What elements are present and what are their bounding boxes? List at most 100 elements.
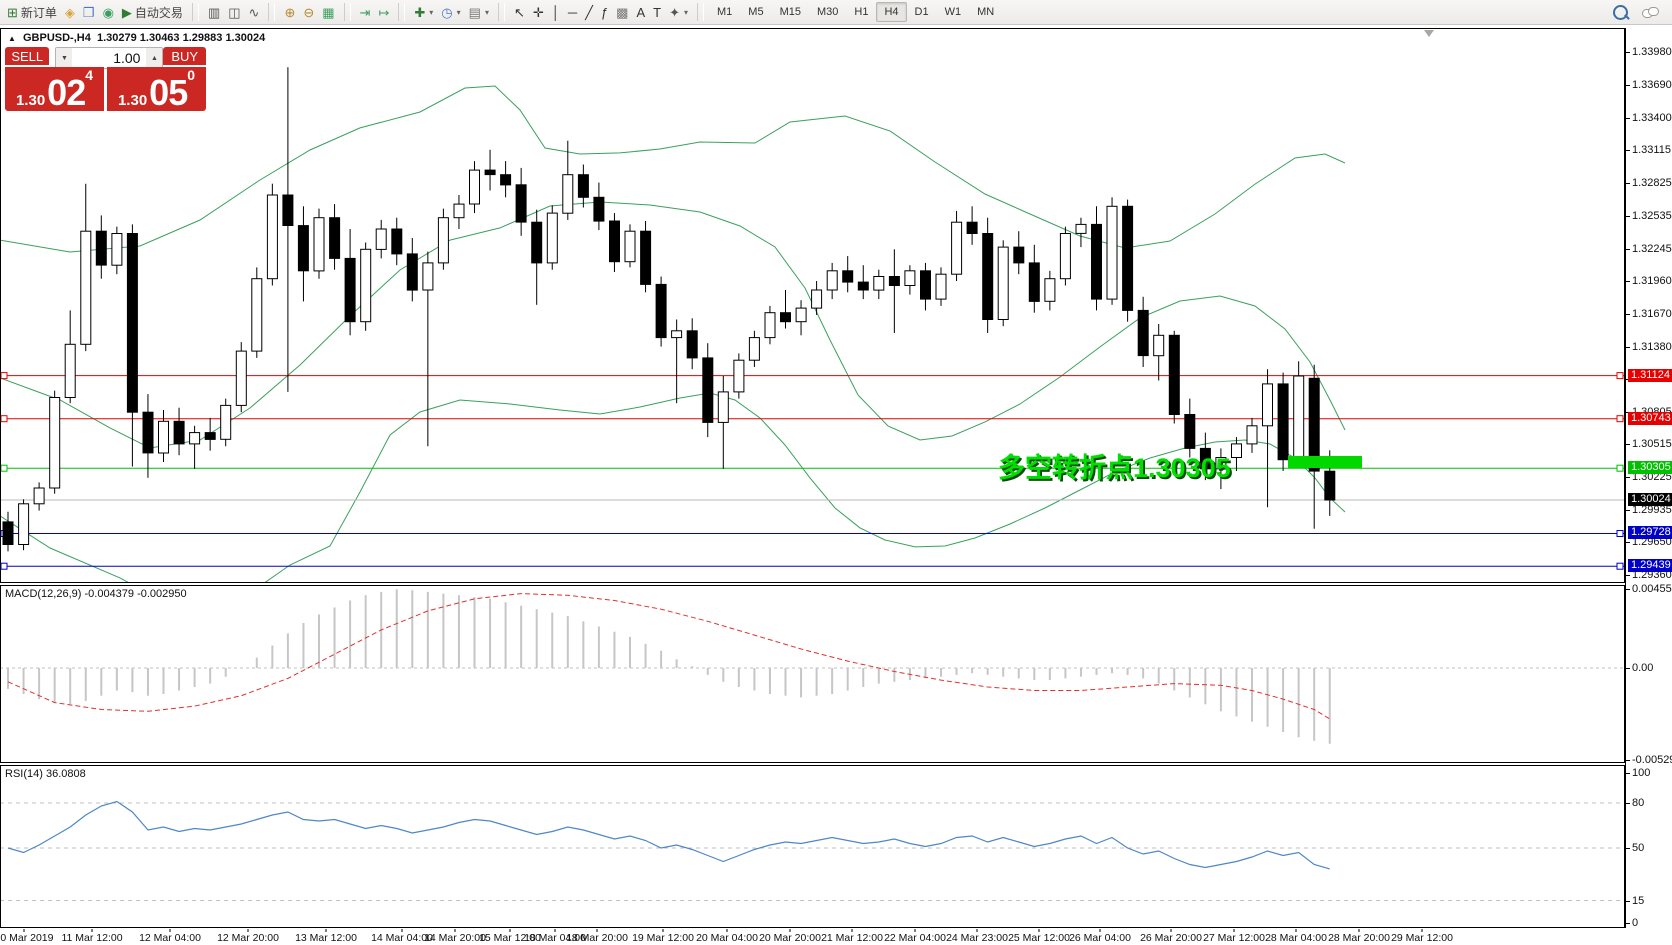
candle-body[interactable] <box>997 246 1009 321</box>
alerts-sound-icon[interactable]: ◉ <box>99 4 118 21</box>
trendline-button[interactable]: ╱ <box>581 4 597 21</box>
candle-body[interactable] <box>562 174 574 214</box>
candle-body[interactable] <box>655 283 667 339</box>
volume-decrease-button[interactable]: ▼ <box>56 48 73 68</box>
candle-body[interactable] <box>1215 457 1227 470</box>
sell-button[interactable]: SELL <box>5 47 50 67</box>
buy-button[interactable]: BUY <box>163 47 206 67</box>
candle-body[interactable] <box>1028 262 1040 302</box>
horizontal-line-button[interactable]: ─ <box>564 4 581 21</box>
candle-body[interactable] <box>624 230 636 263</box>
vertical-line-button[interactable]: │ <box>548 4 564 21</box>
candle-body[interactable] <box>1324 470 1336 501</box>
candle-body[interactable] <box>142 411 154 454</box>
timeframe-m30[interactable]: M30 <box>816 6 839 18</box>
candle-body[interactable] <box>577 174 589 198</box>
candle-body[interactable] <box>235 350 247 406</box>
candle-body[interactable] <box>748 337 760 361</box>
candle-body[interactable] <box>1106 205 1118 300</box>
line-handle[interactable] <box>0 415 8 423</box>
candle-body[interactable] <box>500 174 512 186</box>
candle-body[interactable] <box>422 262 434 291</box>
timeframe-h4[interactable]: H4 <box>876 2 907 22</box>
timeframe-h1[interactable]: H1 <box>854 6 869 18</box>
channel-button[interactable]: ▩ <box>612 4 632 21</box>
candle-body[interactable] <box>1231 443 1242 458</box>
candle-body[interactable] <box>951 221 963 275</box>
new-order-button[interactable]: ⊞ 新订单 <box>3 2 61 23</box>
candle-body[interactable] <box>453 203 465 219</box>
candle-body[interactable] <box>1262 383 1273 427</box>
candle-body[interactable] <box>1013 246 1025 264</box>
timeframe-m1[interactable]: M1 <box>717 6 733 18</box>
candle-body[interactable] <box>1277 383 1289 461</box>
timeframe-m5[interactable]: M5 <box>748 6 764 18</box>
search-icon[interactable] <box>1613 4 1628 20</box>
candle-body[interactable] <box>313 217 325 272</box>
terminal-window-icon[interactable]: ❒ <box>79 4 99 21</box>
candle-body[interactable] <box>1137 309 1149 357</box>
candle-body[interactable] <box>344 257 356 323</box>
line-handle[interactable] <box>0 372 8 380</box>
main-price-chart[interactable] <box>0 28 1625 583</box>
candle-body[interactable] <box>935 273 947 300</box>
candle-body[interactable] <box>189 432 201 445</box>
line-handle[interactable] <box>1616 530 1624 537</box>
candle-body[interactable] <box>1246 425 1258 445</box>
history-center-icon[interactable]: ◈ <box>61 4 79 21</box>
candle-body[interactable] <box>1168 334 1180 415</box>
candle-body[interactable] <box>329 217 341 259</box>
text-button[interactable]: A <box>632 4 649 21</box>
cursor-button[interactable]: ↖ <box>510 4 529 21</box>
indicators-button[interactable]: ✚ ▾ <box>410 4 437 21</box>
candle-body[interactable] <box>686 330 698 359</box>
candle-body[interactable] <box>33 487 45 505</box>
line-handle[interactable] <box>0 562 8 570</box>
candle-body[interactable] <box>1075 223 1087 234</box>
candle-body[interactable] <box>842 270 854 283</box>
candle-body[interactable] <box>795 307 807 323</box>
candle-body[interactable] <box>1122 205 1134 311</box>
candle-body[interactable] <box>406 253 418 291</box>
candle-body[interactable] <box>18 503 30 545</box>
candle-body[interactable] <box>1044 278 1056 302</box>
timeframe-m15[interactable]: M15 <box>779 6 801 18</box>
timeframe-d1[interactable]: D1 <box>914 6 929 18</box>
line-handle[interactable] <box>1616 464 1624 472</box>
line-handle[interactable] <box>1616 562 1624 570</box>
candle-body[interactable] <box>764 312 776 339</box>
candle-body[interactable] <box>1153 334 1165 357</box>
candle-body[interactable] <box>111 233 123 266</box>
candle-body[interactable] <box>546 212 558 264</box>
auto-scroll-button[interactable]: ⇥ <box>356 4 375 21</box>
candle-body[interactable] <box>173 420 185 445</box>
chart-shift-button[interactable]: ↦ <box>374 4 393 21</box>
candle-body[interactable] <box>375 228 387 250</box>
candle-body[interactable] <box>95 230 107 266</box>
candle-body[interactable] <box>2 521 14 545</box>
candle-body[interactable] <box>297 225 309 272</box>
bar-chart-button[interactable]: ▥ <box>204 4 224 21</box>
volume-input[interactable] <box>72 49 147 67</box>
volume-increase-button[interactable]: ▲ <box>146 48 163 68</box>
macd-indicator-panel[interactable] <box>0 585 1625 763</box>
candle-body[interactable] <box>158 420 169 454</box>
chart-shift-marker-icon[interactable] <box>1424 30 1434 37</box>
label-button[interactable]: T <box>649 4 665 21</box>
candle-body[interactable] <box>204 432 216 440</box>
templates-button[interactable]: ▤ ▾ <box>465 4 493 21</box>
candle-body[interactable] <box>780 312 791 323</box>
candle-body[interactable] <box>1293 375 1305 461</box>
candle-body[interactable] <box>671 330 683 339</box>
crosshair-button[interactable]: ✛ <box>529 4 548 21</box>
candle-body[interactable] <box>515 184 527 223</box>
candle-body[interactable] <box>1308 377 1320 472</box>
candle-body[interactable] <box>1091 223 1102 300</box>
candle-body[interactable] <box>1199 447 1211 470</box>
periods-button[interactable]: ◷ ▾ <box>437 4 464 21</box>
rsi-indicator-panel[interactable] <box>0 765 1625 928</box>
candle-body[interactable] <box>904 270 916 287</box>
timeframe-mn[interactable]: MN <box>977 6 995 18</box>
candle-body[interactable] <box>126 233 138 413</box>
chat-icon[interactable] <box>1642 6 1659 18</box>
